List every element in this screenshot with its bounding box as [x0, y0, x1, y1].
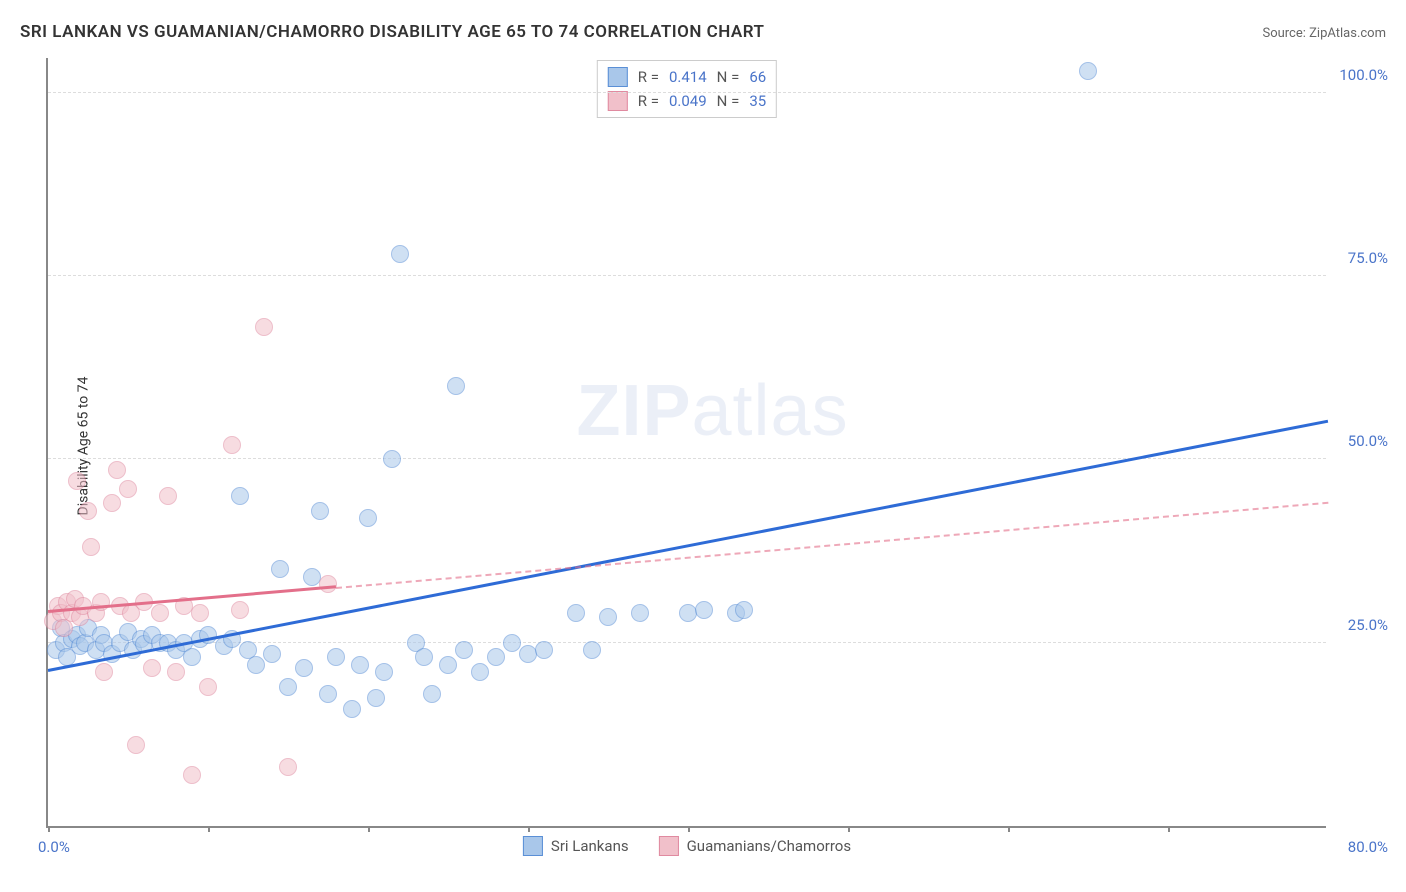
data-point: [231, 487, 249, 505]
x-tick-mark: [208, 826, 210, 832]
x-tick-first: 0.0%: [38, 838, 70, 856]
data-point: [159, 487, 177, 505]
data-point: [271, 560, 289, 578]
legend-item-2: Guamanians/Chamorros: [659, 836, 851, 856]
data-point: [167, 663, 185, 681]
x-tick-mark: [1008, 826, 1010, 832]
data-point: [503, 634, 521, 652]
data-point: [199, 678, 217, 696]
data-point: [151, 604, 169, 622]
data-point: [119, 480, 137, 498]
data-point: [223, 436, 241, 454]
data-point: [263, 645, 281, 663]
trend-line: [336, 501, 1328, 588]
data-point: [231, 601, 249, 619]
data-point: [391, 245, 409, 263]
data-point: [191, 604, 209, 622]
chart-title: SRI LANKAN VS GUAMANIAN/CHAMORRO DISABIL…: [20, 22, 765, 42]
y-tick-label: 25.0%: [1333, 616, 1388, 634]
data-point: [471, 663, 489, 681]
x-tick-mark: [688, 826, 690, 832]
data-point: [415, 648, 433, 666]
swatch-series-2-b: [659, 836, 679, 856]
data-point: [583, 641, 601, 659]
correlation-legend: R = 0.414 N = 66 R = 0.049 N = 35: [597, 60, 777, 118]
x-tick-mark: [368, 826, 370, 832]
swatch-series-1-b: [523, 836, 543, 856]
data-point: [295, 659, 313, 677]
data-point: [439, 656, 457, 674]
data-point: [735, 601, 753, 619]
data-point: [68, 472, 86, 490]
gridline-h: [48, 275, 1326, 276]
data-point: [631, 604, 649, 622]
source-label: Source: ZipAtlas.com: [1262, 26, 1386, 41]
data-point: [567, 604, 585, 622]
chart-container: SRI LANKAN VS GUAMANIAN/CHAMORRO DISABIL…: [0, 0, 1406, 892]
swatch-series-1: [608, 67, 628, 87]
data-point: [375, 663, 393, 681]
data-point: [455, 641, 473, 659]
data-point: [343, 700, 361, 718]
data-point: [108, 461, 126, 479]
y-tick-label: 100.0%: [1333, 66, 1388, 84]
data-point: [183, 766, 201, 784]
data-point: [367, 689, 385, 707]
data-point: [383, 450, 401, 468]
x-tick-mark: [528, 826, 530, 832]
data-point: [127, 736, 145, 754]
y-tick-label: 50.0%: [1333, 432, 1388, 450]
swatch-series-2: [608, 91, 628, 111]
data-point: [487, 648, 505, 666]
data-point: [247, 656, 265, 674]
y-tick-label: 75.0%: [1333, 249, 1388, 267]
gridline-h: [48, 92, 1326, 93]
data-point: [79, 502, 97, 520]
data-point: [351, 656, 369, 674]
x-tick-mark: [1168, 826, 1170, 832]
data-point: [279, 758, 297, 776]
bottom-legend: Sri Lankans Guamanians/Chamorros: [523, 836, 851, 856]
data-point: [423, 685, 441, 703]
x-tick-mark: [48, 826, 50, 832]
data-point: [103, 494, 121, 512]
data-point: [255, 318, 273, 336]
data-point: [447, 377, 465, 395]
data-point: [311, 502, 329, 520]
data-point: [1079, 62, 1097, 80]
data-point: [82, 538, 100, 556]
watermark: ZIPatlas: [576, 370, 848, 452]
data-point: [319, 685, 337, 703]
data-point: [279, 678, 297, 696]
data-point: [535, 641, 553, 659]
data-point: [327, 648, 345, 666]
data-point: [319, 575, 337, 593]
data-point: [95, 663, 113, 681]
correlation-row-1: R = 0.414 N = 66: [608, 65, 766, 89]
legend-item-1: Sri Lankans: [523, 836, 629, 856]
data-point: [599, 608, 617, 626]
data-point: [695, 601, 713, 619]
plot-area: ZIPatlas R = 0.414 N = 66 R = 0.049 N = …: [46, 58, 1326, 828]
data-point: [359, 509, 377, 527]
x-tick-last: 80.0%: [1348, 838, 1388, 856]
data-point: [183, 648, 201, 666]
data-point: [143, 659, 161, 677]
x-tick-mark: [848, 826, 850, 832]
